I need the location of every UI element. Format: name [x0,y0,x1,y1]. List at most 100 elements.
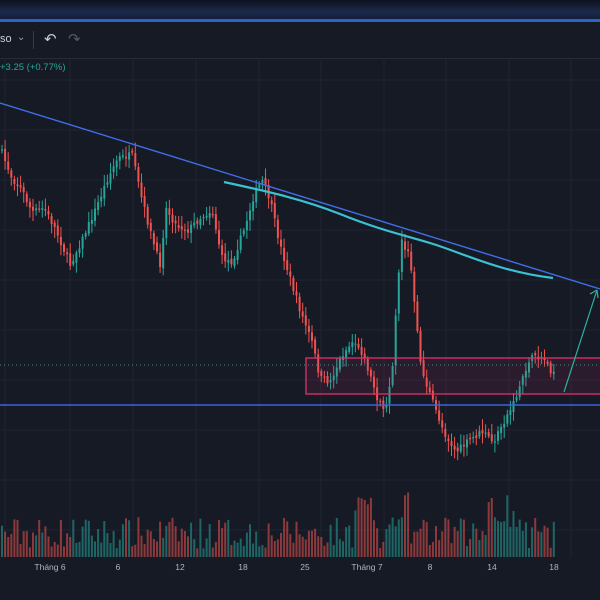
candle-body [16,184,19,186]
candle-body [450,441,453,446]
volume-bar [221,527,224,557]
volume-bar [273,541,276,557]
volume-bar [552,521,555,557]
volume-bar [404,495,406,557]
volume-bar [177,541,180,557]
candle-body [326,375,329,384]
volume-bar [152,538,155,557]
candle-body [44,209,47,211]
volume-bar [301,536,304,557]
volume-bar [72,519,75,557]
chevron-down-icon[interactable]: ⌄ [17,32,26,43]
price-chart[interactable] [0,58,600,558]
volume-bar [304,539,307,557]
candle-body [205,215,208,218]
volume-bar [25,531,28,557]
symbol-name[interactable]: so [0,33,12,45]
candle-body [338,358,341,370]
volume-bar [230,544,233,557]
volume-bar [19,544,22,557]
candle-body [363,353,366,358]
volume-bar [183,530,186,557]
candle-body [416,301,419,332]
candle-body [249,210,251,221]
undo-icon[interactable]: ↶ [44,31,57,48]
candle-body [506,414,509,424]
candle-body [500,426,503,434]
candle-body [292,277,295,291]
candle-body [332,375,335,381]
candle-body [208,213,211,218]
volume-bar [103,521,106,557]
volume-bar [497,520,499,557]
candle-body [35,208,38,211]
candle-body [143,196,146,207]
volume-bar [1,525,3,557]
volume-bar [205,538,208,557]
candle-body [314,339,317,354]
candle-body [239,235,242,251]
volume-bar [292,542,295,557]
candle-body [50,216,53,224]
volume-bar [106,533,109,557]
volume-bar [363,499,366,557]
candle-body [103,185,106,199]
candle-body [137,167,140,182]
volume-bar [94,541,96,557]
candle-body [366,359,369,371]
volume-bar [453,526,456,557]
candle-body [180,226,183,230]
volume-bar [286,521,289,557]
candle-body [543,357,546,361]
volume-bar [524,522,527,557]
volume-bar [97,529,100,557]
candle-body [481,429,484,434]
candle-body [159,252,162,268]
volume-bar [214,541,217,557]
candle-body [177,225,180,228]
volume-bar [478,540,481,557]
volume-bar [450,543,453,557]
candle-body [354,343,357,345]
volume-bar [503,521,506,557]
candle-body [118,156,121,161]
redo-icon[interactable]: ↷ [68,31,81,48]
volume-bar [90,535,93,557]
volume-bar [84,519,87,557]
candle-body [87,221,90,234]
projection-arrow [563,289,598,393]
volume-bar [276,539,279,557]
volume-bar [447,519,450,557]
candle-body [307,325,310,333]
candle-body [109,173,112,184]
volume-bar [438,540,441,557]
candle-body [13,178,16,184]
candle-body [47,210,50,215]
candle-body [84,233,87,237]
volume-bar [410,543,413,557]
candle-body [66,252,69,255]
volume-bar [320,536,323,557]
candle-body [534,353,537,356]
volume-bar [335,518,338,557]
candle-body [270,200,273,205]
volume-bar [487,502,490,557]
candle-body [121,155,124,157]
candle-body [196,220,199,224]
candle-body [345,350,348,358]
volume-bar [193,539,196,557]
candle-body [456,447,459,452]
candle-body [400,239,403,273]
candle-body [230,258,233,265]
candle-body [311,332,313,341]
candle-body [140,182,143,198]
time-axis-label: Tháng 7 [351,562,383,572]
volume-bar [218,520,220,557]
candle-body [69,253,72,266]
volume-bar [456,531,459,557]
candle-body [218,230,220,245]
candle-body [425,377,428,387]
volume-bar [146,529,149,557]
volume-bar [323,545,326,557]
volume-bar [354,510,357,557]
